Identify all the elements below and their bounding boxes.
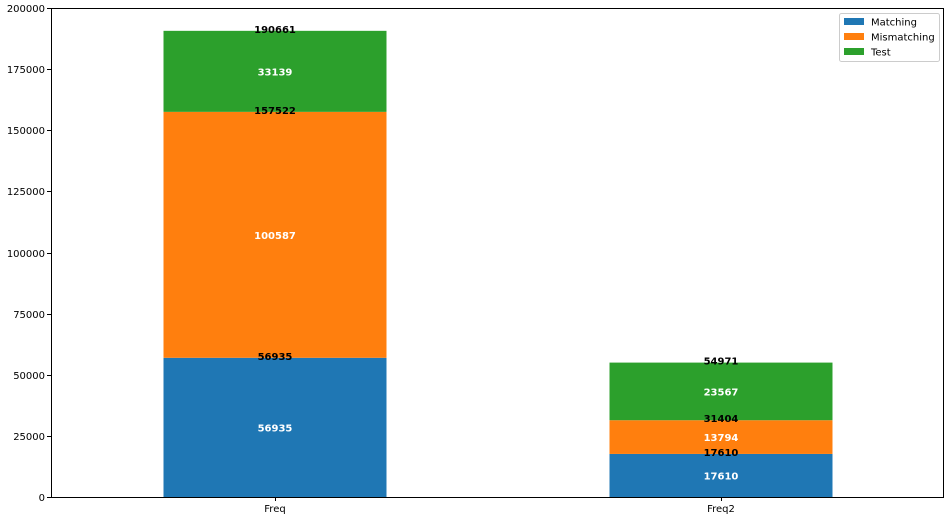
data-labels-layer: 56935 56935 100587 157522 33139 190661 17610 17…: [254, 25, 738, 483]
x-tick-label-freq: Freq: [264, 504, 285, 515]
y-tick-label: 175000: [7, 65, 45, 76]
legend-label-matching: Matching: [871, 18, 917, 29]
bar-freq-test: [163, 30, 387, 112]
legend-box: [839, 13, 940, 62]
y-tick-label: 150000: [7, 126, 45, 137]
y-tick-label: 125000: [7, 187, 45, 198]
x-tick-label-freq2: Freq2: [707, 504, 735, 515]
plot-frame: [51, 8, 944, 498]
y-tick-label: 25000: [13, 432, 45, 443]
y-tick-label: 50000: [13, 371, 45, 382]
bar-freq-matching: [163, 357, 387, 497]
legend-label-test: Test: [870, 48, 891, 59]
legend-label-mismatching: Mismatching: [871, 33, 935, 44]
segment-label-freq-test: 33139: [258, 67, 293, 78]
segment-label-freq-matching: 56935: [258, 423, 293, 434]
cumulative-label-freq2-test: 54971: [704, 357, 739, 368]
cumulative-label-freq2-mismatching: 31404: [704, 414, 739, 425]
cumulative-label-freq-matching: 56935: [258, 352, 293, 363]
y-tick-label: 75000: [13, 310, 45, 321]
segment-label-freq-mismatching: 100587: [254, 231, 296, 242]
legend-swatch-mismatching: [844, 33, 864, 40]
segment-label-freq2-matching: 17610: [704, 471, 739, 482]
y-tick-label: 200000: [7, 4, 45, 15]
cumulative-label-freq2-matching: 17610: [704, 448, 739, 459]
y-tick-label: 100000: [7, 249, 45, 260]
legend-swatch-test: [844, 48, 864, 55]
bar-freq2-test: [609, 362, 833, 421]
axis-ticks-layer: 0 25000 50000 75000 100000 125000 150000 175000…: [7, 4, 735, 515]
segment-label-freq2-mismatching: 13794: [704, 433, 739, 444]
cumulative-label-freq-test: 190661: [254, 25, 296, 36]
bar-freq2-mismatching: [609, 420, 833, 454]
legend-swatch-matching: [844, 18, 864, 25]
bar-freq2-matching: [609, 453, 833, 497]
segment-label-freq2-test: 23567: [704, 387, 739, 398]
bar-freq-mismatching: [163, 111, 387, 358]
bars-layer: [163, 30, 833, 497]
legend: Matching Mismatching Test: [839, 13, 940, 62]
cumulative-label-freq-mismatching: 157522: [254, 106, 296, 117]
y-tick-label: 0: [39, 493, 45, 504]
